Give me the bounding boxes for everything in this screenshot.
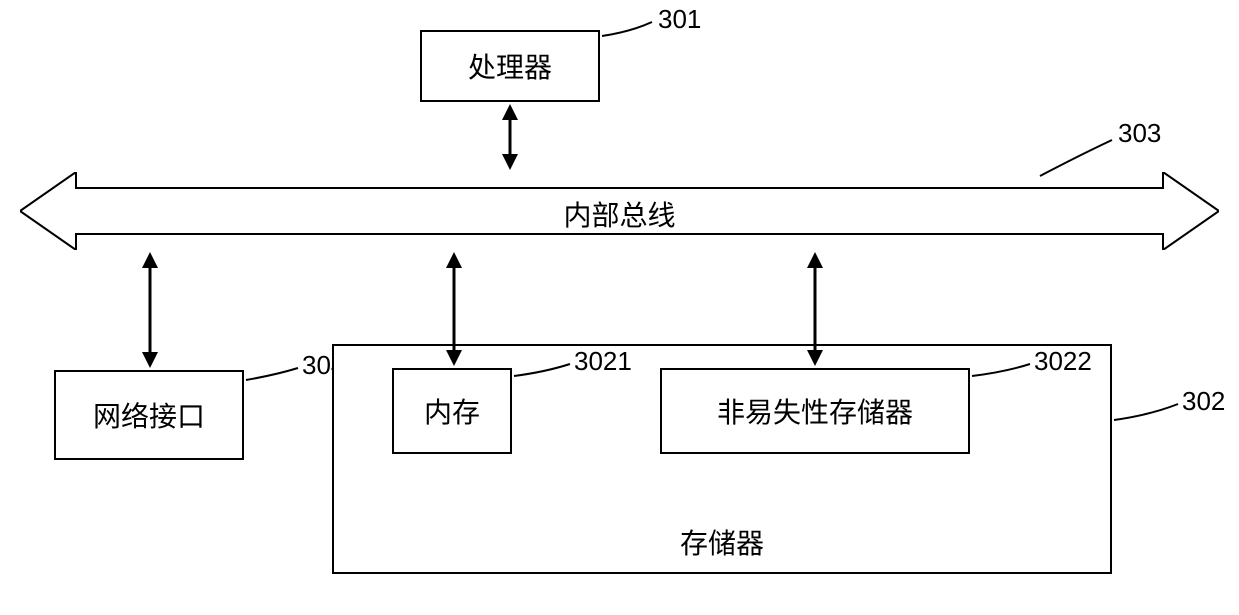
connectors-layer bbox=[0, 0, 1239, 615]
diagram-canvas: 内部总线 303 处理器 301 网络接口 304 存储器 302 内存 302… bbox=[0, 0, 1239, 615]
